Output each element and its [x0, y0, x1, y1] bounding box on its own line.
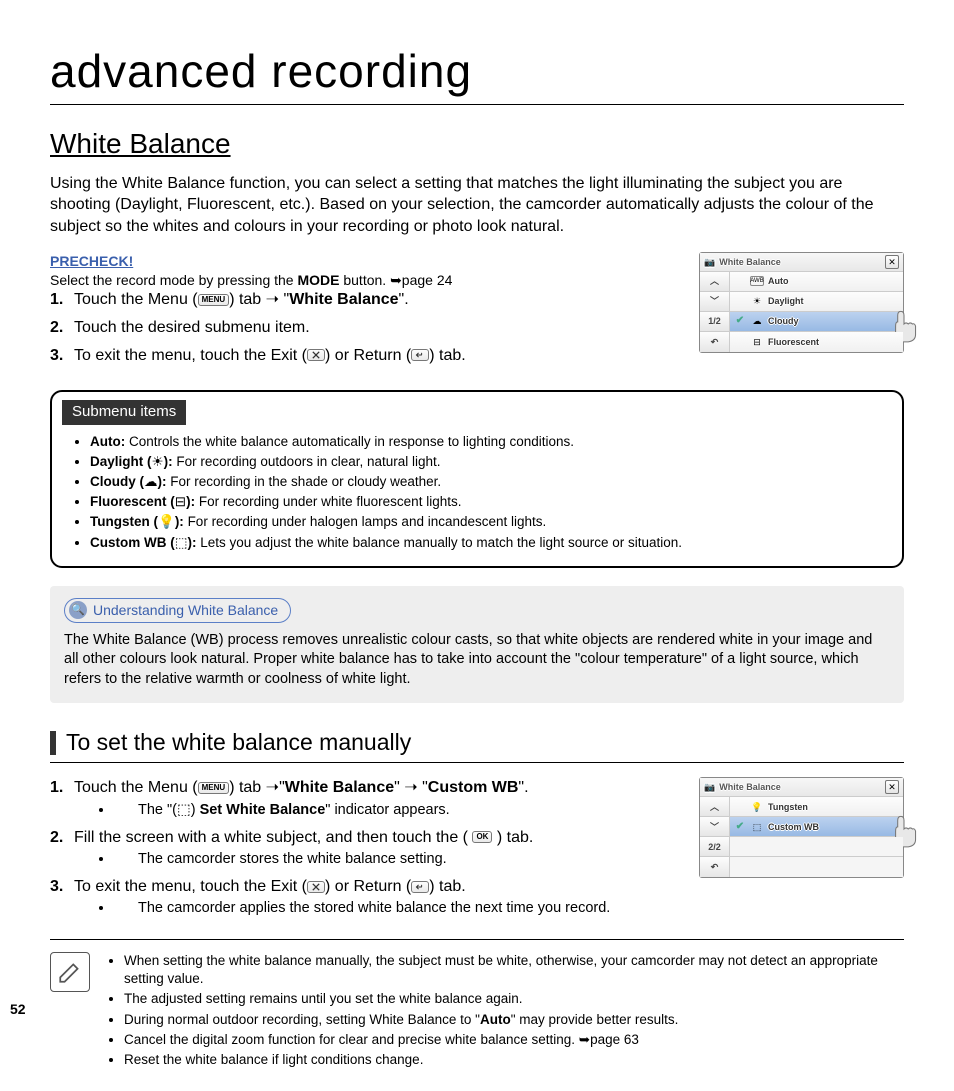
submenu-items-box: Submenu items Auto: Controls the white b…	[50, 390, 904, 568]
ui-return-button[interactable]: ↶	[700, 332, 729, 352]
submenu-daylight: Daylight (☀): For recording outdoors in …	[90, 453, 886, 471]
ui-up-button[interactable]: ︿	[700, 272, 729, 292]
manual-step-2-sub: The camcorder stores the white balance s…	[114, 850, 681, 870]
exit-x-icon	[307, 349, 325, 361]
menu-button-inline: MENU	[198, 782, 230, 794]
ui2-title: White Balance	[719, 781, 781, 793]
check-icon: ✔	[734, 822, 746, 832]
ui-row-auto[interactable]: AWBAuto	[730, 272, 903, 292]
ui-row-custom-wb[interactable]: ✔⬚Custom WB	[730, 817, 903, 837]
page-number: 52	[10, 1000, 26, 1019]
submenu-list: Auto: Controls the white balance automat…	[68, 433, 886, 552]
cloud-icon: ☁	[144, 474, 158, 489]
understanding-pill: 🔍 Understanding White Balance	[64, 598, 291, 623]
ui-screenshot-1: 📷 White Balance ✕ ︿ ﹀ 1/2 ↶ AWBAuto	[699, 252, 904, 353]
exit-x-icon	[307, 881, 325, 893]
note-4: Cancel the digital zoom function for cle…	[124, 1031, 904, 1049]
note-2: The adjusted setting remains until you s…	[124, 990, 904, 1008]
notes-block: When setting the white balance manually,…	[50, 939, 904, 1071]
sun-icon: ☀	[750, 295, 764, 307]
precheck-label: PRECHECK!	[50, 253, 133, 269]
note-1: When setting the white balance manually,…	[124, 952, 904, 988]
submenu-auto: Auto: Controls the white balance automat…	[90, 433, 886, 451]
main-steps-list: 1. Touch the Menu (MENU) tab ➝ "White Ba…	[50, 289, 681, 366]
ui-close-button[interactable]: ✕	[885, 255, 899, 269]
ui-screenshot-2: 📷 White Balance ✕ ︿ ﹀ 2/2 ↶ 💡Tungsten	[699, 777, 904, 878]
check-icon: ✔	[734, 316, 746, 326]
chapter-title: advanced recording	[50, 40, 904, 105]
ui-row-fluorescent[interactable]: ⊟Fluorescent	[730, 332, 903, 352]
precheck-block: PRECHECK! Select the record mode by pres…	[50, 252, 681, 290]
note-3: During normal outdoor recording, setting…	[124, 1011, 904, 1029]
manual-subheading: To set the white balance manually	[50, 727, 904, 763]
ui-row-empty	[730, 837, 903, 857]
custom-wb-icon: ⬚	[175, 535, 188, 550]
submenu-cloudy: Cloudy (☁): For recording in the shade o…	[90, 473, 886, 491]
manual-steps-list: 1. Touch the Menu (MENU) tab ➝"White Bal…	[50, 777, 681, 919]
note-pencil-icon	[50, 952, 90, 992]
ui-page-indicator: 1/2	[700, 312, 729, 332]
custom-wb-icon: ⬚	[750, 821, 764, 833]
ui-down-button[interactable]: ﹀	[700, 817, 729, 837]
magnifier-icon: 🔍	[69, 601, 87, 619]
step-2: 2. Touch the desired submenu item.	[50, 317, 681, 339]
submenu-custom: Custom WB (⬚): Lets you adjust the white…	[90, 534, 886, 552]
ui-page-indicator: 2/2	[700, 837, 729, 857]
understanding-callout: 🔍 Understanding White Balance The White …	[50, 586, 904, 704]
section-title: White Balance	[50, 125, 904, 163]
bulb-icon: 💡	[750, 801, 764, 813]
manual-step-2: 2. Fill the screen with a white subject,…	[50, 827, 681, 870]
ui2-list: 💡Tungsten ✔⬚Custom WB	[730, 797, 903, 877]
manual-step-3: 3. To exit the menu, touch the Exit () o…	[50, 876, 681, 919]
submenu-heading: Submenu items	[62, 400, 186, 424]
submenu-fluorescent: Fluorescent (⊟): For recording under whi…	[90, 493, 886, 511]
sun-icon: ☀	[152, 454, 164, 469]
manual-step-1: 1. Touch the Menu (MENU) tab ➝"White Bal…	[50, 777, 681, 820]
ui-return-button[interactable]: ↶	[700, 857, 729, 877]
manual-step-3-sub: The camcorder applies the stored white b…	[114, 899, 681, 919]
menu-button-inline: MENU	[198, 294, 230, 306]
heading-bar-icon	[50, 731, 56, 755]
understanding-body: The White Balance (WB) process removes u…	[64, 631, 890, 690]
ui1-title: White Balance	[719, 256, 781, 268]
ui-row-cloudy[interactable]: ✔☁Cloudy	[730, 312, 903, 332]
intro-paragraph: Using the White Balance function, you ca…	[50, 173, 904, 238]
manual-step-1-sub: The "(⬚) Set White Balance" indicator ap…	[114, 801, 681, 821]
fluorescent-icon: ⊟	[175, 494, 186, 509]
ui-down-button[interactable]: ﹀	[700, 292, 729, 312]
return-icon	[411, 349, 429, 361]
arrow-icon: ➝	[266, 777, 279, 799]
ui-row-tungsten[interactable]: 💡Tungsten	[730, 797, 903, 817]
step-3: 3. To exit the menu, touch the Exit () o…	[50, 345, 681, 367]
camera-icon: 📷	[704, 781, 715, 793]
ok-button-inline: OK	[472, 831, 492, 843]
ui-row-daylight[interactable]: ☀Daylight	[730, 292, 903, 312]
arrow-icon: ➝	[266, 289, 279, 311]
custom-wb-icon: ⬚	[177, 802, 191, 818]
awb-icon: AWB	[750, 276, 764, 286]
notes-list: When setting the white balance manually,…	[104, 952, 904, 1071]
ui-row-empty	[730, 857, 903, 877]
return-icon	[411, 881, 429, 893]
step-1: 1. Touch the Menu (MENU) tab ➝ "White Ba…	[50, 289, 681, 311]
ui1-list: AWBAuto ☀Daylight ✔☁Cloudy ⊟Fluorescent	[730, 272, 903, 352]
ui-up-button[interactable]: ︿	[700, 797, 729, 817]
precheck-text: Select the record mode by pressing the M…	[50, 272, 452, 288]
camera-icon: 📷	[704, 256, 715, 268]
note-5: Reset the white balance if light conditi…	[124, 1051, 904, 1069]
ui-close-button[interactable]: ✕	[885, 780, 899, 794]
bulb-icon: 💡	[158, 514, 175, 529]
fluorescent-icon: ⊟	[750, 336, 764, 348]
cloud-icon: ☁	[750, 315, 764, 327]
arrow-icon: ➝	[404, 777, 417, 799]
submenu-tungsten: Tungsten (💡): For recording under haloge…	[90, 513, 886, 531]
